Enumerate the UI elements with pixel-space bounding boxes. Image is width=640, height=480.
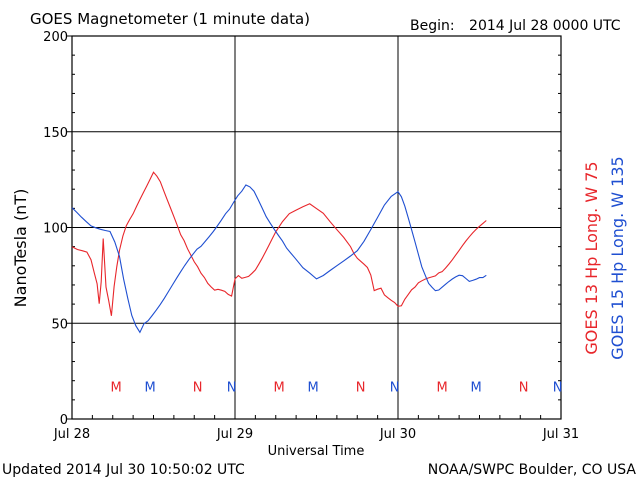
series-line-0 <box>71 171 487 316</box>
begin-label: Begin: <box>410 18 455 34</box>
legend-goes13: GOES 13 Hp Long. W 75 <box>582 161 601 354</box>
x-tick-label: Jul 31 <box>542 427 579 442</box>
marker-m: M <box>274 380 285 395</box>
x-tick-label: Jul 28 <box>53 427 90 442</box>
marker-n: N <box>390 380 400 395</box>
marker-m: M <box>437 380 448 395</box>
y-axis-ticks: 0 50 100 150 200 <box>43 30 561 428</box>
marker-m: M <box>111 380 122 395</box>
y-tick-label: 50 <box>51 317 68 332</box>
legend-goes15: GOES 15 Hp Long. W 135 <box>608 156 627 359</box>
marker-m: M <box>307 380 318 395</box>
y-tick-label: 100 <box>43 222 68 237</box>
marker-n: N <box>519 380 529 395</box>
begin-date-label: Begin: 2014 Jul 28 0000 UTC <box>410 18 621 34</box>
x-axis-label: Universal Time <box>268 444 365 459</box>
series-line-1 <box>71 184 487 334</box>
marker-m: M <box>470 380 481 395</box>
chart-title: GOES Magnetometer (1 minute data) <box>30 10 310 28</box>
series-lines <box>71 171 487 334</box>
marker-n: N <box>193 380 203 395</box>
x-tick-label: Jul 29 <box>216 427 253 442</box>
y-tick-label: 200 <box>43 30 68 45</box>
credit-text: NOAA/SWPC Boulder, CO USA <box>428 462 637 478</box>
y-axis-label: NanoTesla (nT) <box>11 189 30 308</box>
x-tick-label: Jul 30 <box>379 427 416 442</box>
y-tick-label: 150 <box>43 126 68 141</box>
begin-value: 2014 Jul 28 0000 UTC <box>469 18 621 34</box>
marker-m: M <box>144 380 155 395</box>
x-axis-ticks: Jul 28 Jul 29 Jul 30 Jul 31 <box>53 415 579 442</box>
marker-n: N <box>356 380 366 395</box>
updated-timestamp: Updated 2014 Jul 30 10:50:02 UTC <box>2 462 245 478</box>
marker-n: N <box>227 380 237 395</box>
gridlines <box>72 36 561 419</box>
marker-n: N <box>553 380 563 395</box>
y-tick-label: 0 <box>60 413 68 428</box>
